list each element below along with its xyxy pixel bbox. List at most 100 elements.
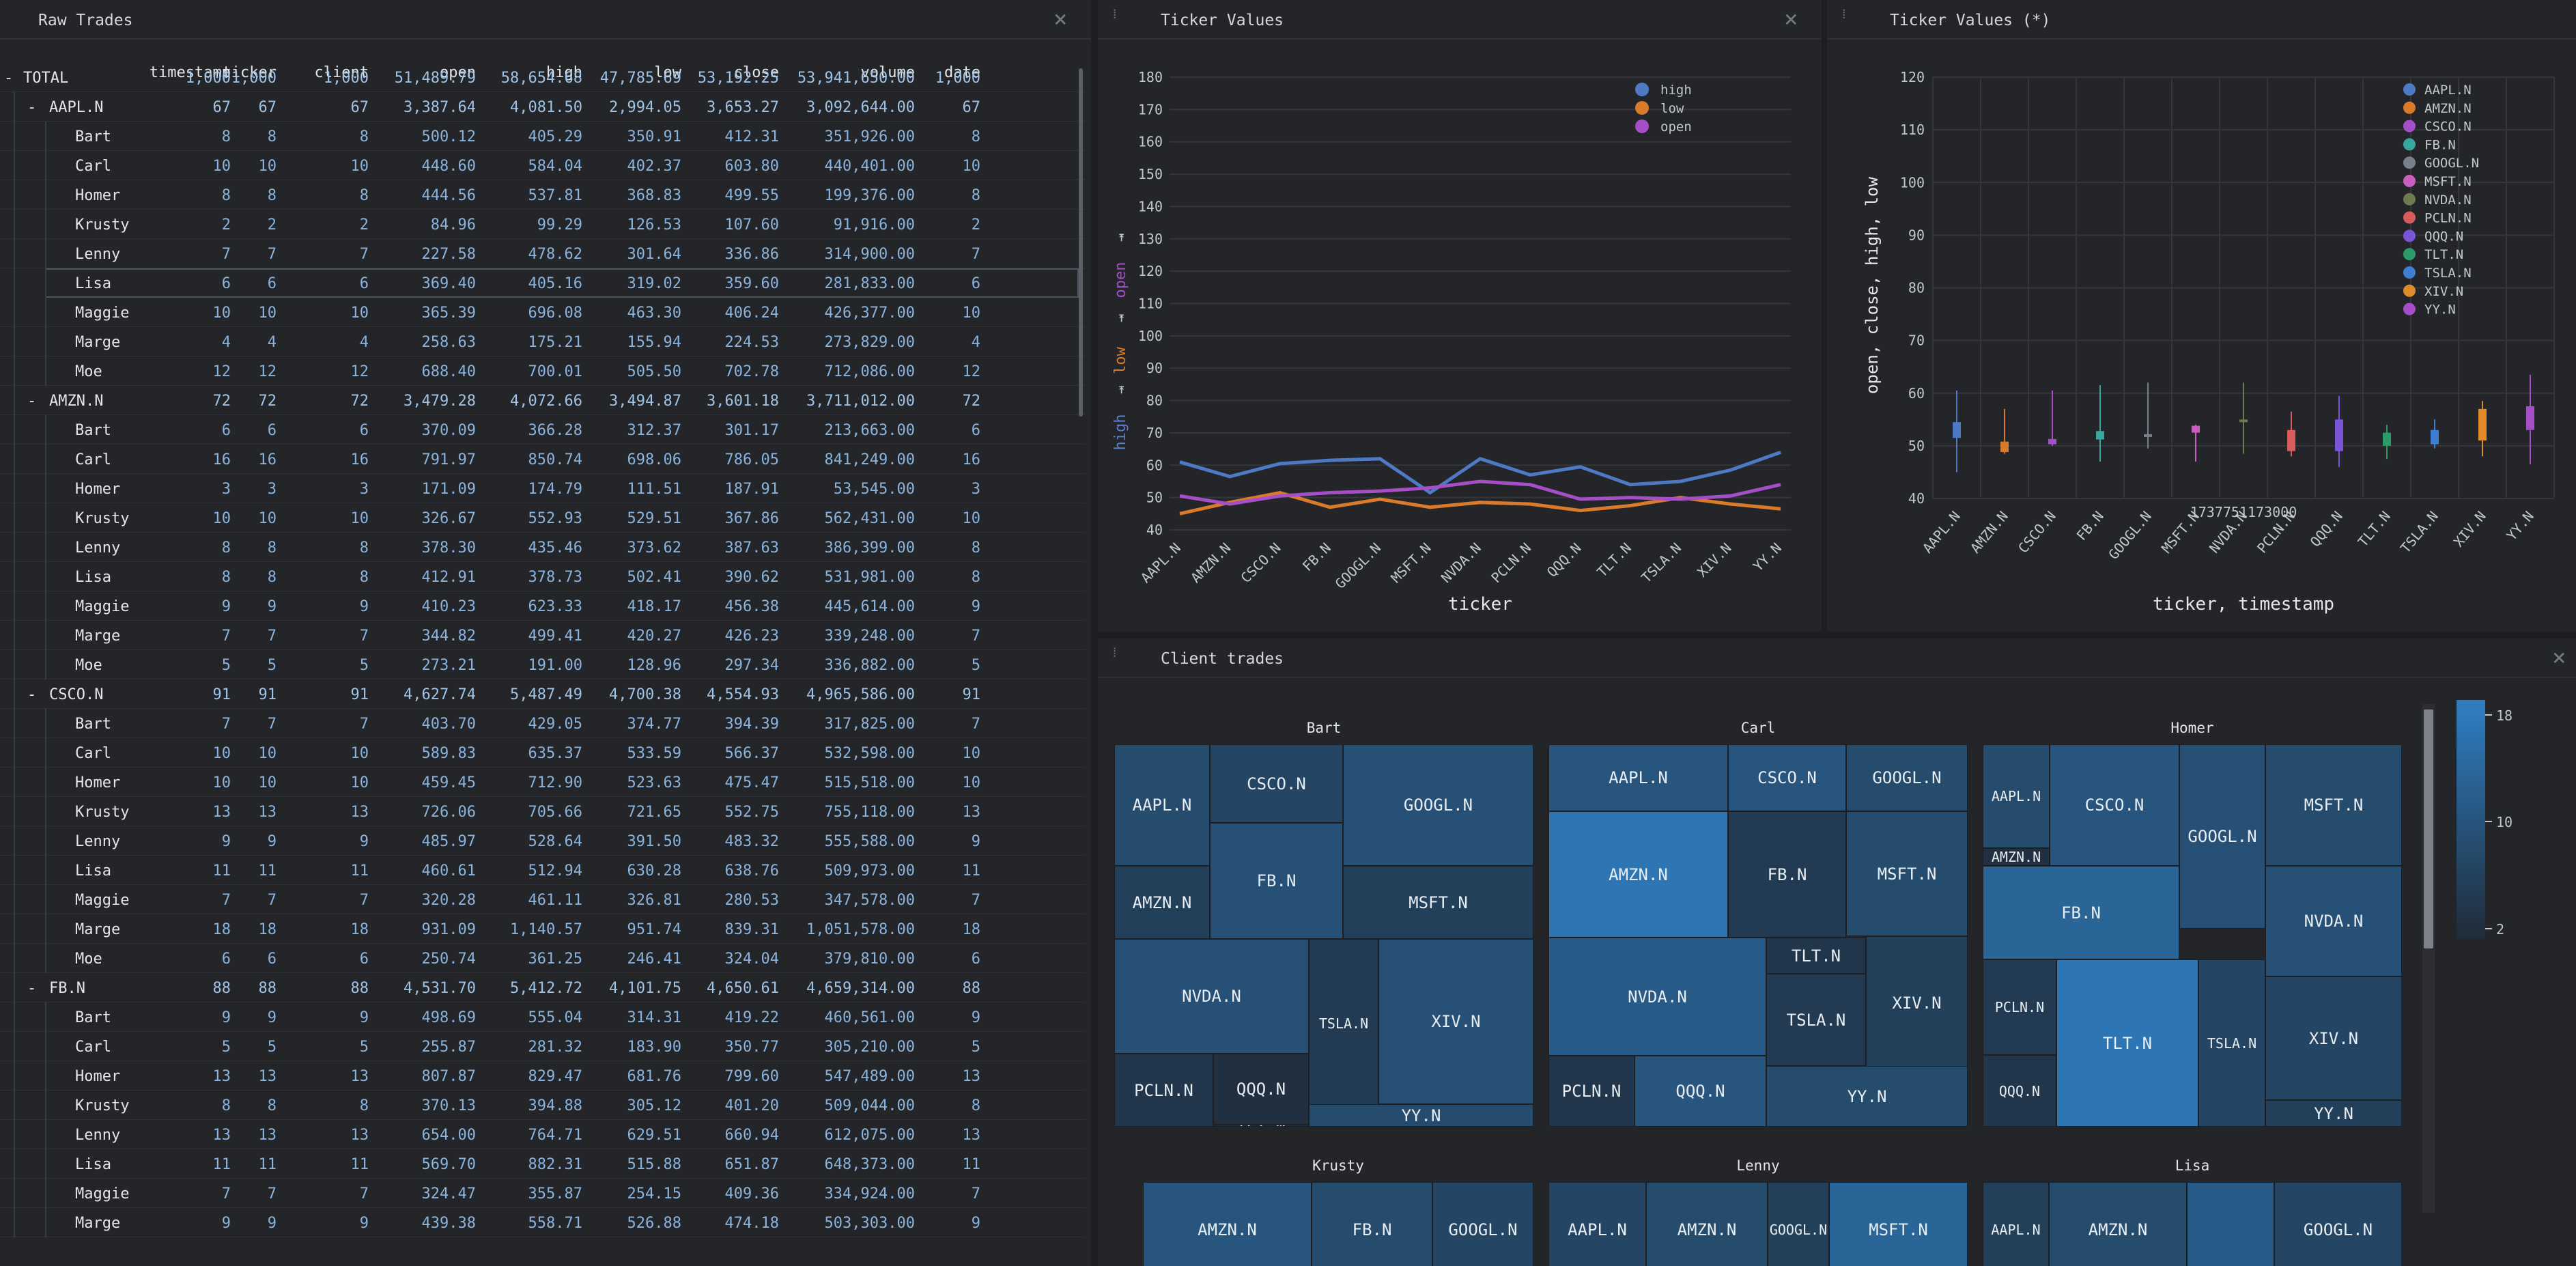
drag-handle-icon[interactable]: ⁞ (1113, 5, 1117, 22)
table-row[interactable]: Moe 6 6 6 250.74 361.25 246.41 324.04 379,810.00… (0, 944, 1086, 973)
table-row[interactable]: Lenny 9 9 9 485.97 528.64 391.50 483.32 555,588.… (0, 826, 1086, 856)
treemap-tile[interactable]: AAPL.N (1983, 1182, 2049, 1266)
treemap-tile[interactable]: QQQ.N (1634, 1056, 1766, 1127)
axis-toggle-icon[interactable]: ⇥ (1112, 314, 1129, 322)
table-row[interactable]: Marge 7 7 7 344.82 499.41 420.27 426.23 339,248.… (0, 621, 1086, 650)
treemap-tile[interactable]: GOOGL.N (2274, 1182, 2402, 1266)
treemap-tile[interactable]: MSFT.N (1846, 811, 1968, 936)
table-row[interactable]: Homer 10 10 10 459.45 712.90 523.63 475.47 515,5… (0, 768, 1086, 797)
column-header-close[interactable]: close (733, 64, 779, 81)
treemap-tile[interactable]: MSFT.N (2265, 744, 2402, 866)
candle-body[interactable] (2192, 425, 2200, 433)
treemap-tile[interactable]: GOOGL.N (1768, 1182, 1829, 1266)
table-row[interactable]: Bart 8 8 8 500.12 405.29 350.91 412.31 351,926.0… (0, 122, 1086, 151)
treemap-tile[interactable]: AMZN.N (1983, 848, 2050, 866)
legend-label[interactable]: YY.N (2424, 303, 2456, 318)
legend-label[interactable]: TLT.N (2424, 247, 2463, 262)
legend-label[interactable]: open (1660, 119, 1692, 135)
legend-label[interactable]: XIV.N (2424, 284, 2463, 299)
legend-label[interactable]: MSFT.N (2424, 174, 2472, 189)
treemap-tile[interactable]: GOOGL.N (1846, 744, 1968, 811)
treemap-scrollbar[interactable] (2422, 704, 2435, 1213)
table-row[interactable]: Moe 12 12 12 688.40 700.01 505.50 702.78 712,086… (0, 356, 1086, 386)
close-icon[interactable]: × (1053, 5, 1068, 33)
treemap-tile[interactable]: AMZN.N (1646, 1182, 1768, 1266)
row-toggle-icon[interactable]: - (27, 980, 37, 997)
column-header-timestamp[interactable]: timestamp (149, 64, 231, 81)
table-row[interactable]: Marge 9 9 9 439.38 558.71 526.88 474.18 503,303.… (0, 1208, 1086, 1237)
ticker-values-star-titlebar[interactable]: ⁞ Ticker Values (*) (1827, 0, 2576, 40)
candle-body[interactable] (2239, 419, 2248, 423)
treemap-tile[interactable]: XIV.N (2265, 976, 2402, 1100)
table-row[interactable]: Krusty 8 8 8 370.13 394.88 305.12 401.20 509,044… (0, 1091, 1086, 1120)
table-row[interactable]: Bart 7 7 7 403.70 429.05 374.77 394.39 317,825.0… (0, 709, 1086, 738)
table-row[interactable]: Bart 9 9 9 498.69 555.04 314.31 419.22 460,561.0… (0, 1002, 1086, 1032)
treemap-tile[interactable]: GOOGL.N (1343, 744, 1533, 866)
treemap-tile[interactable]: XIV.N (1866, 936, 1968, 1069)
treemap-tile[interactable]: NVDA.N (1114, 939, 1309, 1054)
legend-label[interactable]: TSLA.N (2424, 266, 2472, 281)
series-line-open[interactable] (1179, 479, 1781, 506)
legend-swatch[interactable] (1635, 101, 1649, 115)
treemap-tile[interactable]: YY.N (1309, 1104, 1533, 1127)
column-header-ticker[interactable]: ticker (222, 64, 277, 81)
legend-swatch[interactable] (2403, 119, 2416, 132)
treemap-tile[interactable]: TSLA.N (2198, 959, 2265, 1127)
table-row[interactable]: Homer 13 13 13 807.87 829.47 681.76 799.60 547,4… (0, 1061, 1086, 1091)
legend-swatch[interactable] (2403, 193, 2416, 206)
treemap-tile[interactable]: GOOGL.N (2179, 744, 2265, 929)
treemap-tile[interactable]: TLT.N (2056, 959, 2198, 1127)
treemap-tile[interactable]: AAPL.N (1548, 744, 1728, 811)
legend-swatch[interactable] (1635, 83, 1649, 96)
table-row[interactable]: Krusty 13 13 13 726.06 705.66 721.65 552.75 755,… (0, 797, 1086, 826)
table-row[interactable]: Lenny 13 13 13 654.00 764.71 629.51 660.94 612,0… (0, 1120, 1086, 1149)
column-header-volume[interactable]: volume (860, 64, 915, 81)
treemap-tile[interactable]: AAPL.N (1548, 1182, 1646, 1266)
legend-swatch[interactable] (2403, 284, 2416, 297)
table-row[interactable]: Lisa 11 11 11 569.70 882.31 515.88 651.87 648,37… (0, 1149, 1086, 1179)
treemap-tile[interactable]: MSFT.N (1829, 1182, 1968, 1266)
treemap[interactable]: Bart AAPL.N CSCO.N GOOGL.N AMZN.N FB.N MSFT.N N… (1098, 678, 2422, 1266)
treemap-tile[interactable]: NVDA.N (2265, 866, 2402, 976)
row-toggle-icon[interactable]: - (27, 99, 37, 116)
legend-label[interactable]: GOOGL.N (2424, 156, 2479, 171)
row-toggle-icon[interactable]: - (27, 393, 37, 410)
legend-label[interactable]: CSCO.N (2424, 119, 2472, 135)
legend-label[interactable]: PCLN.N (2424, 211, 2472, 226)
table-row[interactable]: Moe 5 5 5 273.21 191.00 128.96 297.34 336,882.00… (0, 650, 1086, 679)
table-row[interactable]: Marge 18 18 18 931.09 1,140.57 951.74 839.31 1,0… (0, 914, 1086, 944)
treemap-tile[interactable]: CSCO.N (1728, 744, 1846, 811)
legend-swatch[interactable] (2403, 248, 2416, 261)
drag-handle-icon[interactable]: ⁞ (1113, 644, 1117, 660)
treemap-tile[interactable]: AAPL.N (1983, 744, 2050, 848)
candle-body[interactable] (2335, 419, 2343, 451)
ticker-values-titlebar[interactable]: ⁞ Ticker Values × (1098, 0, 1822, 40)
treemap-tile[interactable]: AMZN.N (1114, 866, 1210, 939)
table-row[interactable]: Lisa 6 6 6 369.40 405.16 319.02 359.60 281,833.0… (14, 268, 1079, 298)
client-trades-titlebar[interactable]: ⁞ Client trades × (1098, 638, 2576, 678)
treemap-tile[interactable]: CSCO.N (1210, 744, 1343, 823)
legend-swatch[interactable] (2403, 175, 2416, 187)
table-row[interactable]: Homer 8 8 8 444.56 537.81 368.83 499.55 199,376.… (0, 180, 1086, 210)
treemap-tile[interactable]: XIV.N (1378, 939, 1533, 1104)
candle-body[interactable] (2431, 430, 2439, 445)
treemap-tile[interactable]: YY.N (1766, 1066, 1968, 1127)
table-row[interactable]: Carl 16 16 16 791.97 850.74 698.06 786.05 841,24… (0, 445, 1086, 474)
legend-label[interactable]: low (1660, 101, 1684, 116)
treemap-tile[interactable]: PCLN.N (1548, 1056, 1634, 1127)
legend-swatch[interactable] (2403, 138, 2416, 151)
grid-body[interactable]: - TOTAL 1,000 1,000 1,000 51,489.79 58,654.68 4… (0, 63, 1086, 1266)
treemap-tile[interactable]: CSCO.N (2050, 744, 2179, 866)
treemap-tile[interactable]: TLT.N (1766, 938, 1866, 974)
legend-swatch[interactable] (2403, 83, 2416, 96)
table-row[interactable]: Homer 3 3 3 171.09 174.79 111.51 187.91 53,545.0… (0, 474, 1086, 503)
table-row[interactable]: Carl 10 10 10 589.83 635.37 533.59 566.37 532,59… (0, 738, 1086, 768)
column-header-date[interactable]: date (944, 64, 980, 81)
line-chart[interactable]: 40 50 60 70 80 90 100 110 120 130 140 150 160 170 180 A… (1098, 40, 1822, 632)
treemap-tile[interactable]: MSFT.N (1343, 866, 1533, 939)
treemap-tile[interactable]: QQQ.N (1213, 1054, 1309, 1125)
group-row[interactable]: - AAPL.N 67 67 67 3,387.64 4,081.50 2,994.05 3,6… (0, 92, 1086, 122)
treemap-tile[interactable] (2187, 1182, 2274, 1266)
candle-body[interactable] (2383, 432, 2391, 446)
